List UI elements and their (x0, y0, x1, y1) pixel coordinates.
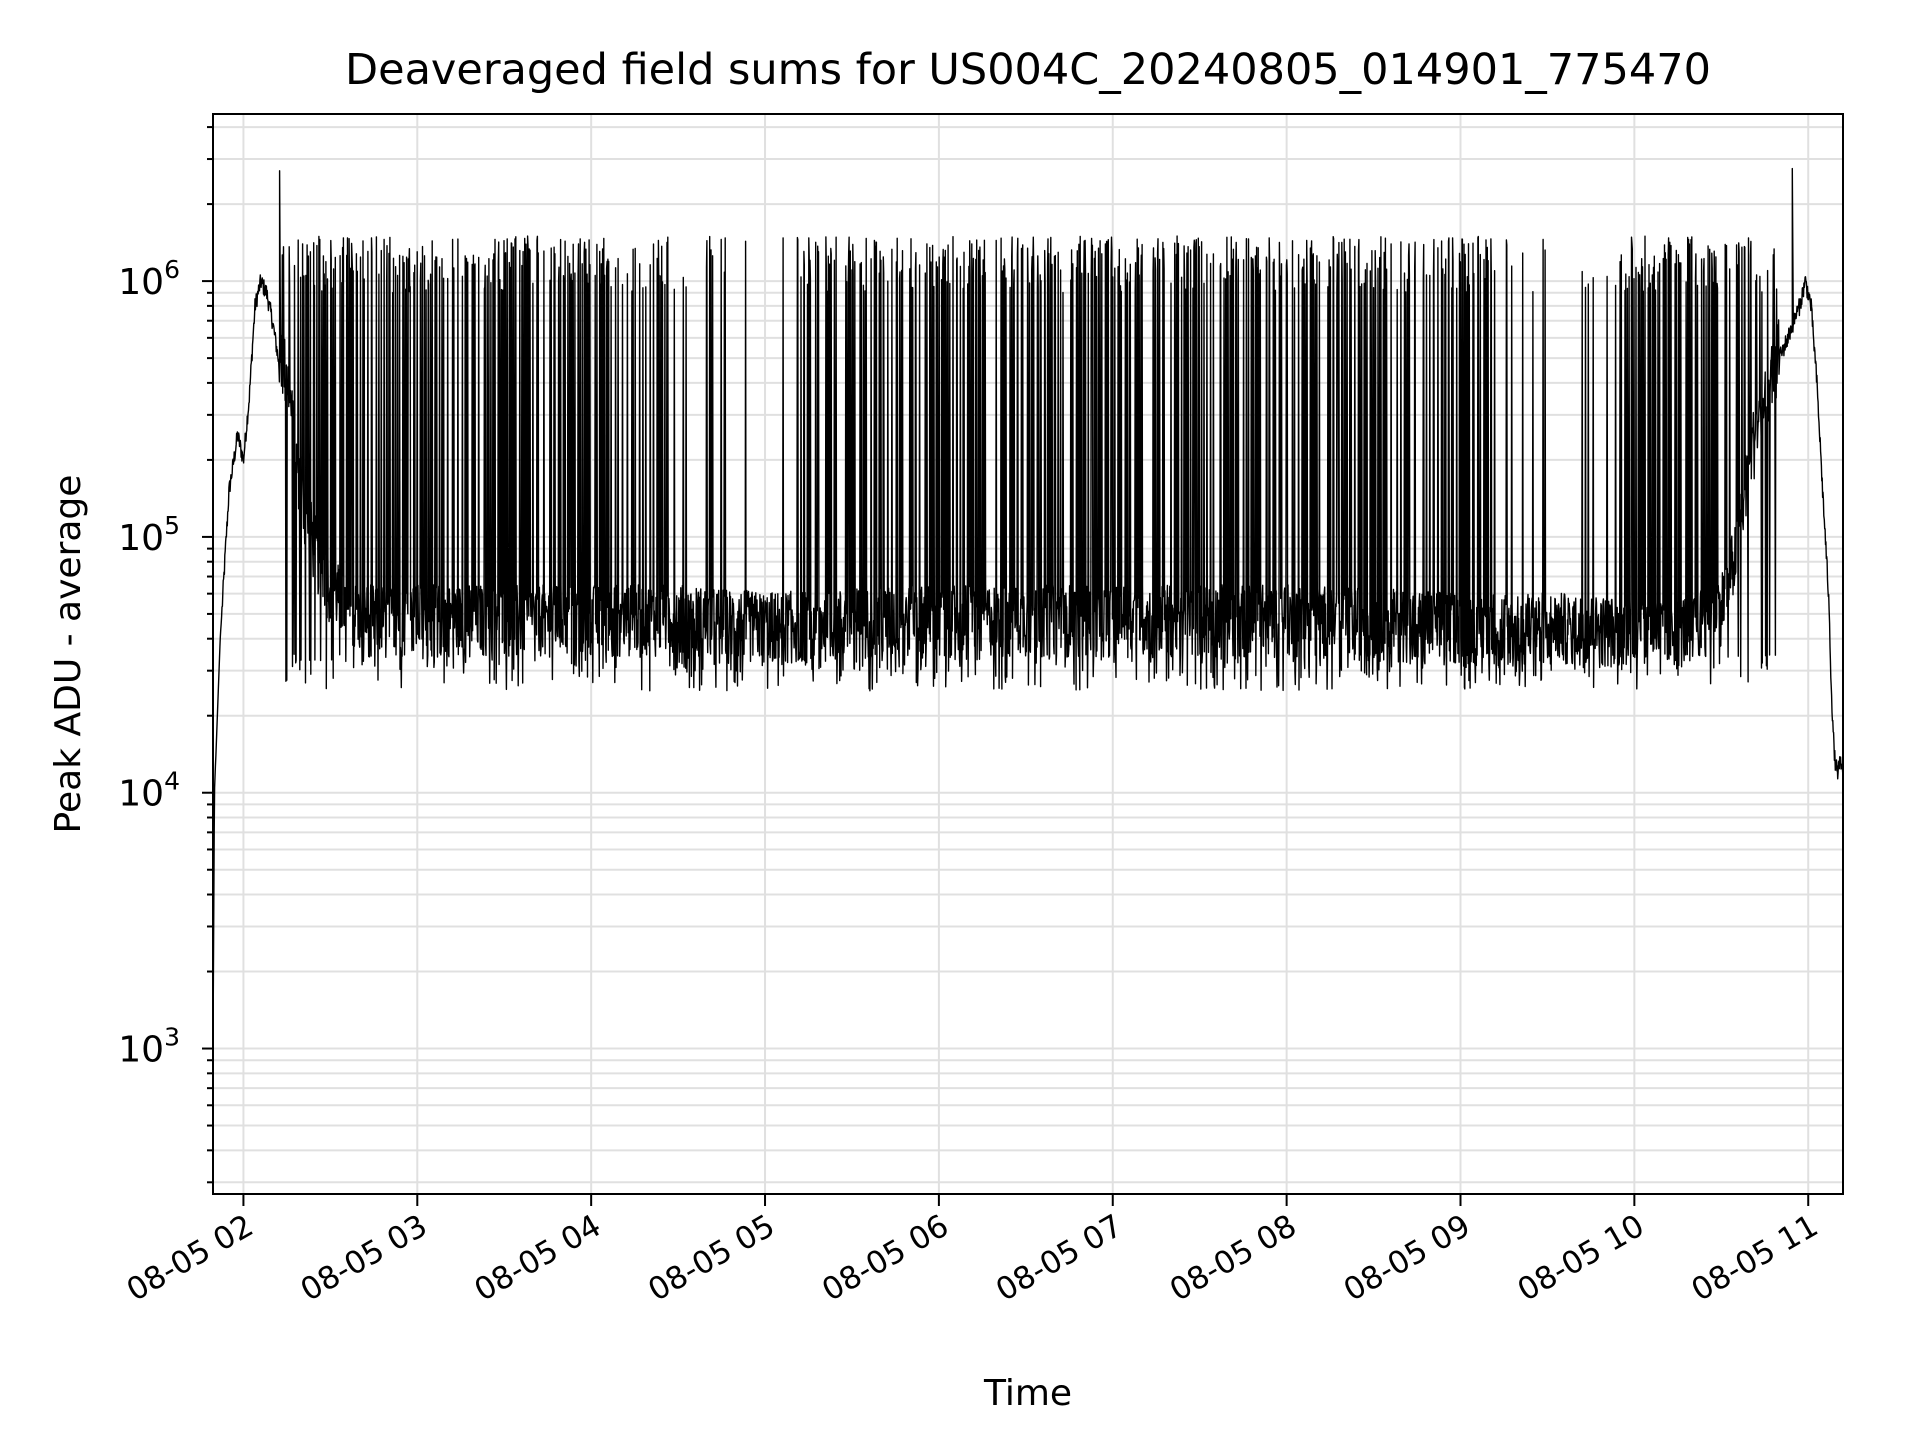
plot-frame (212, 113, 1844, 1195)
y-tick-label: 105 (118, 511, 180, 559)
y-tick-label: 104 (118, 767, 180, 815)
y-tick-label: 103 (118, 1023, 180, 1071)
y-axis-label: Peak ADU - average (48, 475, 89, 834)
series-line (212, 167, 1844, 1049)
x-axis-label: Time (983, 1373, 1072, 1414)
chart-title: Deaveraged field sums for US004C_2024080… (345, 45, 1711, 95)
y-axis: 103 104 105 106 (118, 126, 213, 1184)
series-path (212, 167, 1844, 1049)
y-tick-label: 106 (118, 255, 180, 303)
